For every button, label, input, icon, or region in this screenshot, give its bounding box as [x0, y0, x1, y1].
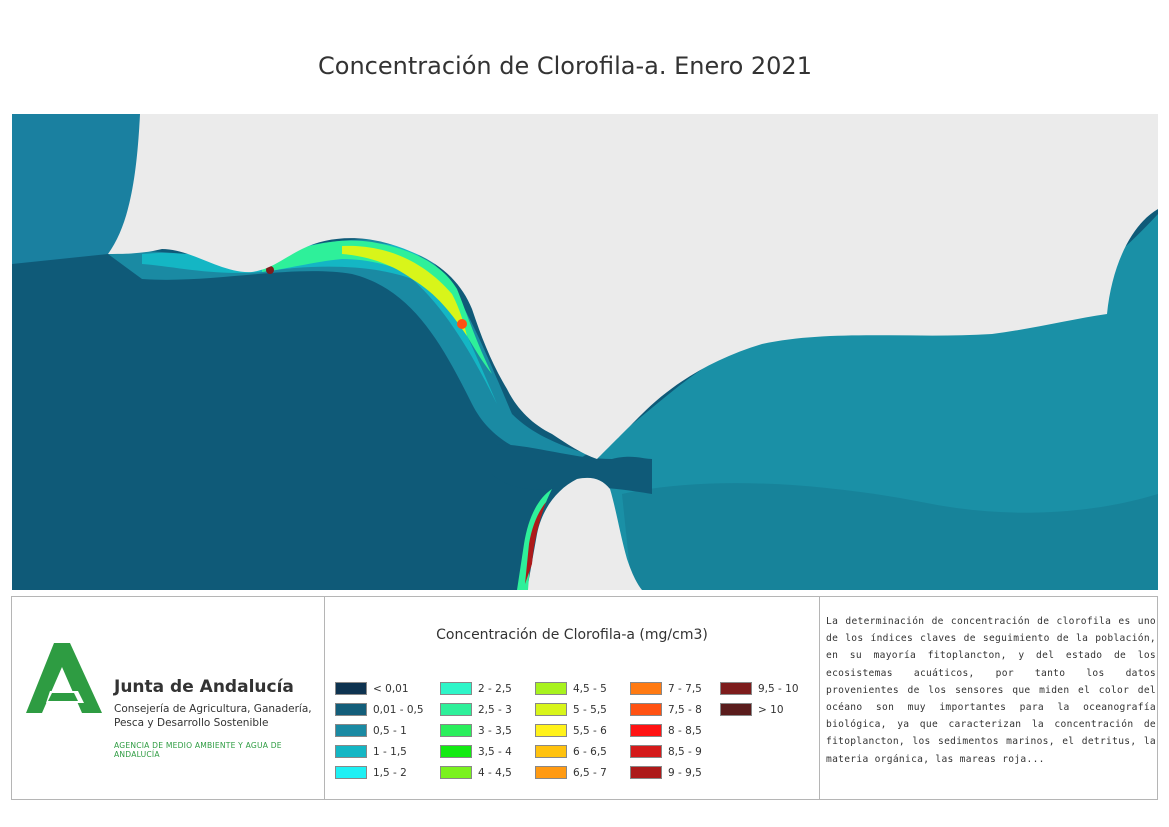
legend-block: Concentración de Clorofila-a (mg/cm3) < …: [325, 597, 820, 799]
legend-item: 6 - 6,5: [535, 744, 607, 759]
legend-label: 4,5 - 5: [573, 682, 607, 695]
logo-block: Junta de Andalucía Consejería de Agricul…: [12, 597, 325, 799]
legend-swatch: [630, 724, 662, 737]
legend-swatch: [720, 682, 752, 695]
legend-label: 9,5 - 10: [758, 682, 799, 695]
legend-item: 3,5 - 4: [440, 744, 512, 759]
legend-label: 2,5 - 3: [478, 703, 512, 716]
legend-label: 7 - 7,5: [668, 682, 702, 695]
bloom-hotspot-1: [457, 319, 467, 329]
legend-label: 7,5 - 8: [668, 703, 702, 716]
cadiz-shelf-mid: [142, 242, 497, 404]
legend-label: 9 - 9,5: [668, 766, 702, 779]
africa-land: [527, 477, 642, 590]
legend-item: 1,5 - 2: [335, 765, 407, 780]
legend-item: < 0,01: [335, 681, 409, 696]
agency-name: AGENCIA DE MEDIO AMBIENTE Y AGUA DE ANDA…: [114, 741, 282, 759]
legend-label: > 10: [758, 703, 784, 716]
legend-item: 5,5 - 6: [535, 723, 607, 738]
legend-item: 4,5 - 5: [535, 681, 607, 696]
iberia-land: [108, 114, 1158, 459]
legend-label: 8,5 - 9: [668, 745, 702, 758]
legend-label: 5 - 5,5: [573, 703, 607, 716]
info-panel: Junta de Andalucía Consejería de Agricul…: [11, 596, 1158, 800]
chlorophyll-map: [12, 114, 1158, 590]
legend-item: 6,5 - 7: [535, 765, 607, 780]
junta-andalucia-a-logo-icon: [26, 643, 102, 713]
legend-label: 6,5 - 7: [573, 766, 607, 779]
legend-swatch: [440, 682, 472, 695]
legend-item: 4 - 4,5: [440, 765, 512, 780]
africa-coast-red: [525, 502, 546, 584]
legend-swatch: [335, 745, 367, 758]
description-block: La determinación de concentración de clo…: [820, 597, 1157, 799]
legend-label: 1,5 - 2: [373, 766, 407, 779]
legend-label: 2 - 2,5: [478, 682, 512, 695]
legend-swatch: [630, 703, 662, 716]
legend-item: 8,5 - 9: [630, 744, 702, 759]
africa-coast-bloom: [517, 489, 552, 590]
legend-item: 0,01 - 0,5: [335, 702, 424, 717]
legend-item: 5 - 5,5: [535, 702, 607, 717]
strait-deep-water: [492, 444, 652, 494]
legend-swatch: [440, 703, 472, 716]
legend-swatch: [535, 766, 567, 779]
legend-swatch: [630, 766, 662, 779]
legend-label: 0,01 - 0,5: [373, 703, 424, 716]
cadiz-coastal-high: [342, 245, 467, 336]
atlantic-west-shelf: [12, 114, 140, 264]
legend-swatch: [535, 724, 567, 737]
legend-swatch: [535, 682, 567, 695]
legend-swatch: [335, 682, 367, 695]
cadiz-coastal-bloom: [262, 240, 492, 374]
description-text: La determinación de concentración de clo…: [826, 616, 1156, 765]
legend-item: 2,5 - 3: [440, 702, 512, 717]
legend-swatch: [630, 745, 662, 758]
legend-item: 3 - 3,5: [440, 723, 512, 738]
dept-line-2: Pesca y Desarrollo Sostenible: [114, 717, 269, 729]
legend-label: 4 - 4,5: [478, 766, 512, 779]
legend-item: 1 - 1,5: [335, 744, 407, 759]
legend-swatch: [440, 724, 472, 737]
legend-label: 6 - 6,5: [573, 745, 607, 758]
legend-label: 5,5 - 6: [573, 724, 607, 737]
bloom-hotspot-2: [266, 266, 274, 274]
legend-item: > 10: [720, 702, 784, 717]
org-name: Junta de Andalucía: [114, 677, 294, 697]
legend-swatch: [630, 682, 662, 695]
legend-label: 3 - 3,5: [478, 724, 512, 737]
legend-item: 8 - 8,5: [630, 723, 702, 738]
legend-label: 1 - 1,5: [373, 745, 407, 758]
mediterranean-dark-band: [622, 483, 1158, 590]
legend-swatch: [335, 766, 367, 779]
legend-swatch: [535, 745, 567, 758]
legend-item: 9,5 - 10: [720, 681, 799, 696]
legend-label: < 0,01: [373, 682, 409, 695]
legend-swatch: [440, 745, 472, 758]
map-title: Concentración de Clorofila-a. Enero 2021: [318, 52, 812, 80]
legend-swatch: [720, 703, 752, 716]
legend-swatch: [335, 703, 367, 716]
legend-item: 9 - 9,5: [630, 765, 702, 780]
dept-line-1: Consejería de Agricultura, Ganadería,: [114, 703, 312, 715]
legend-title: Concentración de Clorofila-a (mg/cm3): [436, 627, 708, 643]
legend-item: 0,5 - 1: [335, 723, 407, 738]
legend-item: 7 - 7,5: [630, 681, 702, 696]
legend-swatch: [335, 724, 367, 737]
legend-swatch: [535, 703, 567, 716]
legend-label: 8 - 8,5: [668, 724, 702, 737]
legend-label: 0,5 - 1: [373, 724, 407, 737]
legend-swatch: [440, 766, 472, 779]
legend-item: 7,5 - 8: [630, 702, 702, 717]
legend-label: 3,5 - 4: [478, 745, 512, 758]
legend-item: 2 - 2,5: [440, 681, 512, 696]
